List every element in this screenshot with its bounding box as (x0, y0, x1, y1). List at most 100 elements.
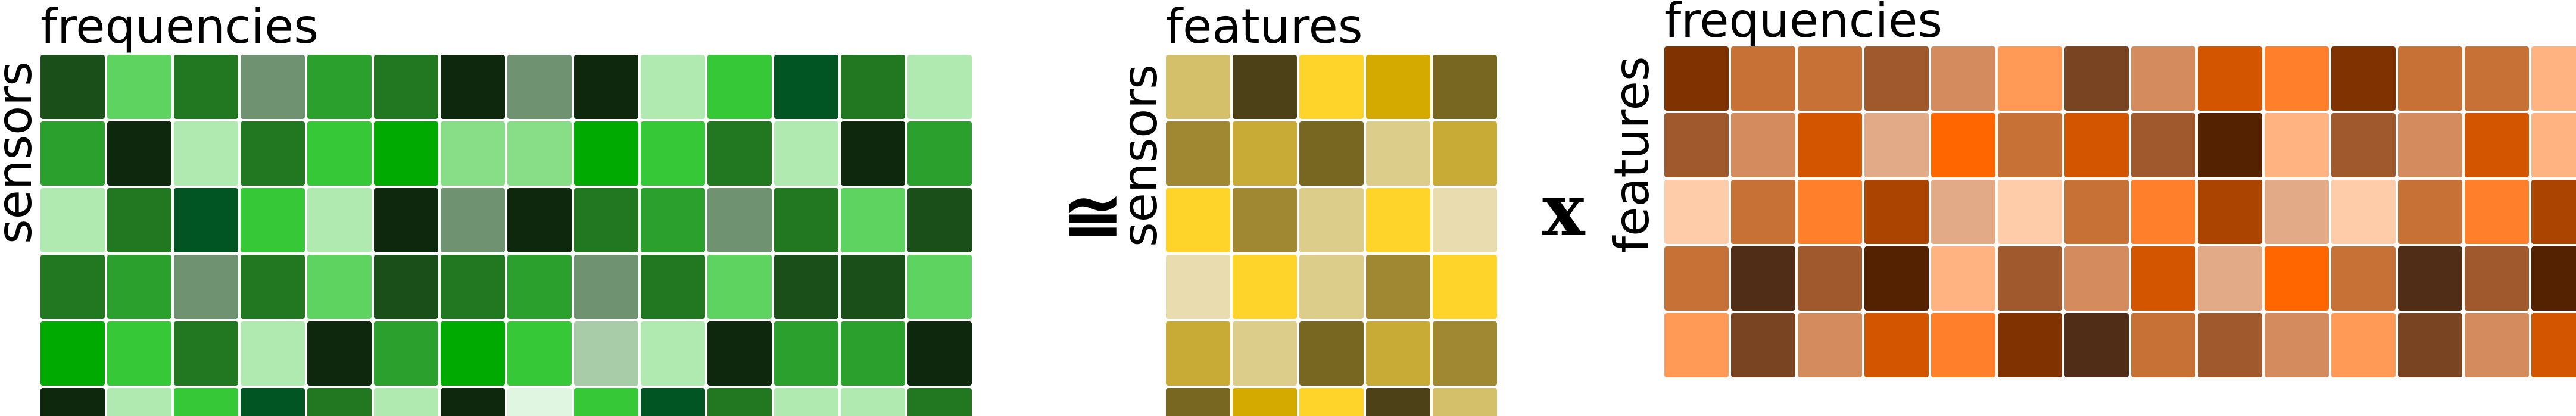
sensors-by-frequencies-cell (641, 188, 705, 252)
sensors-by-features-cell (1166, 121, 1230, 186)
sensors-by-frequencies-cell (374, 121, 438, 186)
features-by-frequencies-cell (1998, 313, 2062, 377)
features-by-frequencies-cell (1998, 113, 2062, 177)
features-by-frequencies-cell (1931, 180, 1995, 244)
features-by-frequencies-cell (2465, 113, 2529, 177)
sensors-by-frequencies-cell (841, 321, 905, 386)
features-by-frequencies-cell (2198, 46, 2262, 111)
sensors-by-frequencies-cell (374, 388, 438, 416)
sensors-by-frequencies-cell (107, 188, 171, 252)
sensors-by-frequencies-cell (441, 388, 505, 416)
sensors-by-frequencies-cell (641, 321, 705, 386)
features-by-frequencies-cell (1931, 113, 1995, 177)
sensors-by-features-cell (1433, 188, 1497, 252)
sensor-feature-matrix-side-label: sensors (1112, 64, 1168, 247)
sensors-by-frequencies-cell (641, 388, 705, 416)
approx-equal-symbol: ≅ (1063, 174, 1123, 258)
sensors-by-frequencies-cell (841, 55, 905, 119)
sensors-by-frequencies-cell (774, 321, 838, 386)
sensors-by-frequencies-cell (307, 321, 372, 386)
sensors-by-frequencies-cell (507, 255, 572, 319)
feature-frequency-matrix-top-label: frequencies (1664, 0, 1942, 48)
features-by-frequencies-cell (2531, 46, 2576, 111)
features-by-frequencies-cell (2331, 246, 2396, 311)
sensors-by-frequencies-cell (441, 121, 505, 186)
sensor-feature-matrix-top-label: features (1166, 0, 1363, 54)
features-by-frequencies-cell (2064, 180, 2129, 244)
sensors-by-frequencies-cell (307, 255, 372, 319)
sensors-by-frequencies-cell (307, 121, 372, 186)
sensors-by-frequencies-cell (774, 188, 838, 252)
features-by-frequencies-cell (1798, 46, 1862, 111)
sensors-by-frequencies-cell (707, 321, 772, 386)
sensors-by-frequencies-cell (841, 388, 905, 416)
features-by-frequencies-cell (2131, 180, 2195, 244)
features-by-frequencies-cell (1864, 46, 1929, 111)
sensors-by-features-cell (1433, 255, 1497, 319)
features-by-frequencies-cell (1998, 246, 2062, 311)
data-matrix (40, 55, 972, 416)
sensors-by-features-cell (1433, 55, 1497, 119)
data-matrix-top-label: frequencies (40, 0, 319, 54)
sensors-by-features-cell (1366, 188, 1430, 252)
sensors-by-frequencies-cell (241, 188, 305, 252)
sensors-by-features-cell (1366, 55, 1430, 119)
sensor-feature-matrix-group: features sensors (1112, 0, 1497, 416)
sensors-by-frequencies-cell (507, 121, 572, 186)
feature-frequency-matrix (1664, 46, 2576, 377)
sensors-by-frequencies-cell (374, 321, 438, 386)
sensors-by-frequencies-cell (241, 321, 305, 386)
features-by-frequencies-cell (2131, 113, 2195, 177)
features-by-frequencies-cell (1931, 46, 1995, 111)
sensors-by-features-cell (1233, 188, 1297, 252)
features-by-frequencies-cell (2131, 313, 2195, 377)
sensors-by-frequencies-cell (174, 55, 238, 119)
features-by-frequencies-cell (1931, 313, 1995, 377)
sensors-by-frequencies-cell (174, 388, 238, 416)
sensors-by-features-cell (1299, 121, 1364, 186)
sensors-by-frequencies-cell (174, 188, 238, 252)
sensors-by-frequencies-cell (707, 388, 772, 416)
sensors-by-frequencies-cell (841, 255, 905, 319)
features-by-frequencies-cell (2465, 246, 2529, 311)
sensors-by-frequencies-cell (441, 255, 505, 319)
features-by-frequencies-cell (2331, 46, 2396, 111)
sensors-by-features-cell (1299, 188, 1364, 252)
sensors-by-frequencies-cell (707, 121, 772, 186)
features-by-frequencies-cell (1798, 313, 1862, 377)
sensors-by-frequencies-cell (107, 388, 171, 416)
sensors-by-features-cell (1233, 255, 1297, 319)
features-by-frequencies-cell (2531, 180, 2576, 244)
features-by-frequencies-cell (1864, 246, 1929, 311)
features-by-frequencies-cell (2265, 313, 2329, 377)
sensors-by-frequencies-cell (441, 55, 505, 119)
features-by-frequencies-cell (1731, 113, 1795, 177)
features-by-frequencies-cell (2531, 113, 2576, 177)
features-by-frequencies-cell (1931, 246, 1995, 311)
features-by-frequencies-cell (2131, 246, 2195, 311)
sensors-by-frequencies-cell (174, 321, 238, 386)
sensors-by-frequencies-cell (907, 55, 972, 119)
features-by-frequencies-cell (2398, 46, 2462, 111)
features-by-frequencies-cell (2531, 313, 2576, 377)
sensors-by-frequencies-cell (907, 188, 972, 252)
sensors-by-frequencies-cell (841, 121, 905, 186)
features-by-frequencies-cell (2331, 313, 2396, 377)
sensors-by-features-cell (1166, 188, 1230, 252)
features-by-frequencies-cell (1998, 180, 2062, 244)
sensors-by-features-cell (1299, 55, 1364, 119)
sensor-feature-matrix (1166, 55, 1497, 416)
sensors-by-frequencies-cell (307, 188, 372, 252)
sensors-by-frequencies-cell (841, 188, 905, 252)
sensors-by-frequencies-cell (641, 121, 705, 186)
sensors-by-frequencies-cell (641, 255, 705, 319)
features-by-frequencies-cell (2398, 180, 2462, 244)
sensors-by-frequencies-cell (107, 255, 171, 319)
features-by-frequencies-cell (2064, 46, 2129, 111)
features-by-frequencies-cell (1731, 46, 1795, 111)
features-by-frequencies-cell (1664, 180, 1729, 244)
features-by-frequencies-cell (1731, 246, 1795, 311)
sensors-by-frequencies-cell (40, 55, 105, 119)
features-by-frequencies-cell (1731, 313, 1795, 377)
sensors-by-frequencies-cell (574, 55, 638, 119)
